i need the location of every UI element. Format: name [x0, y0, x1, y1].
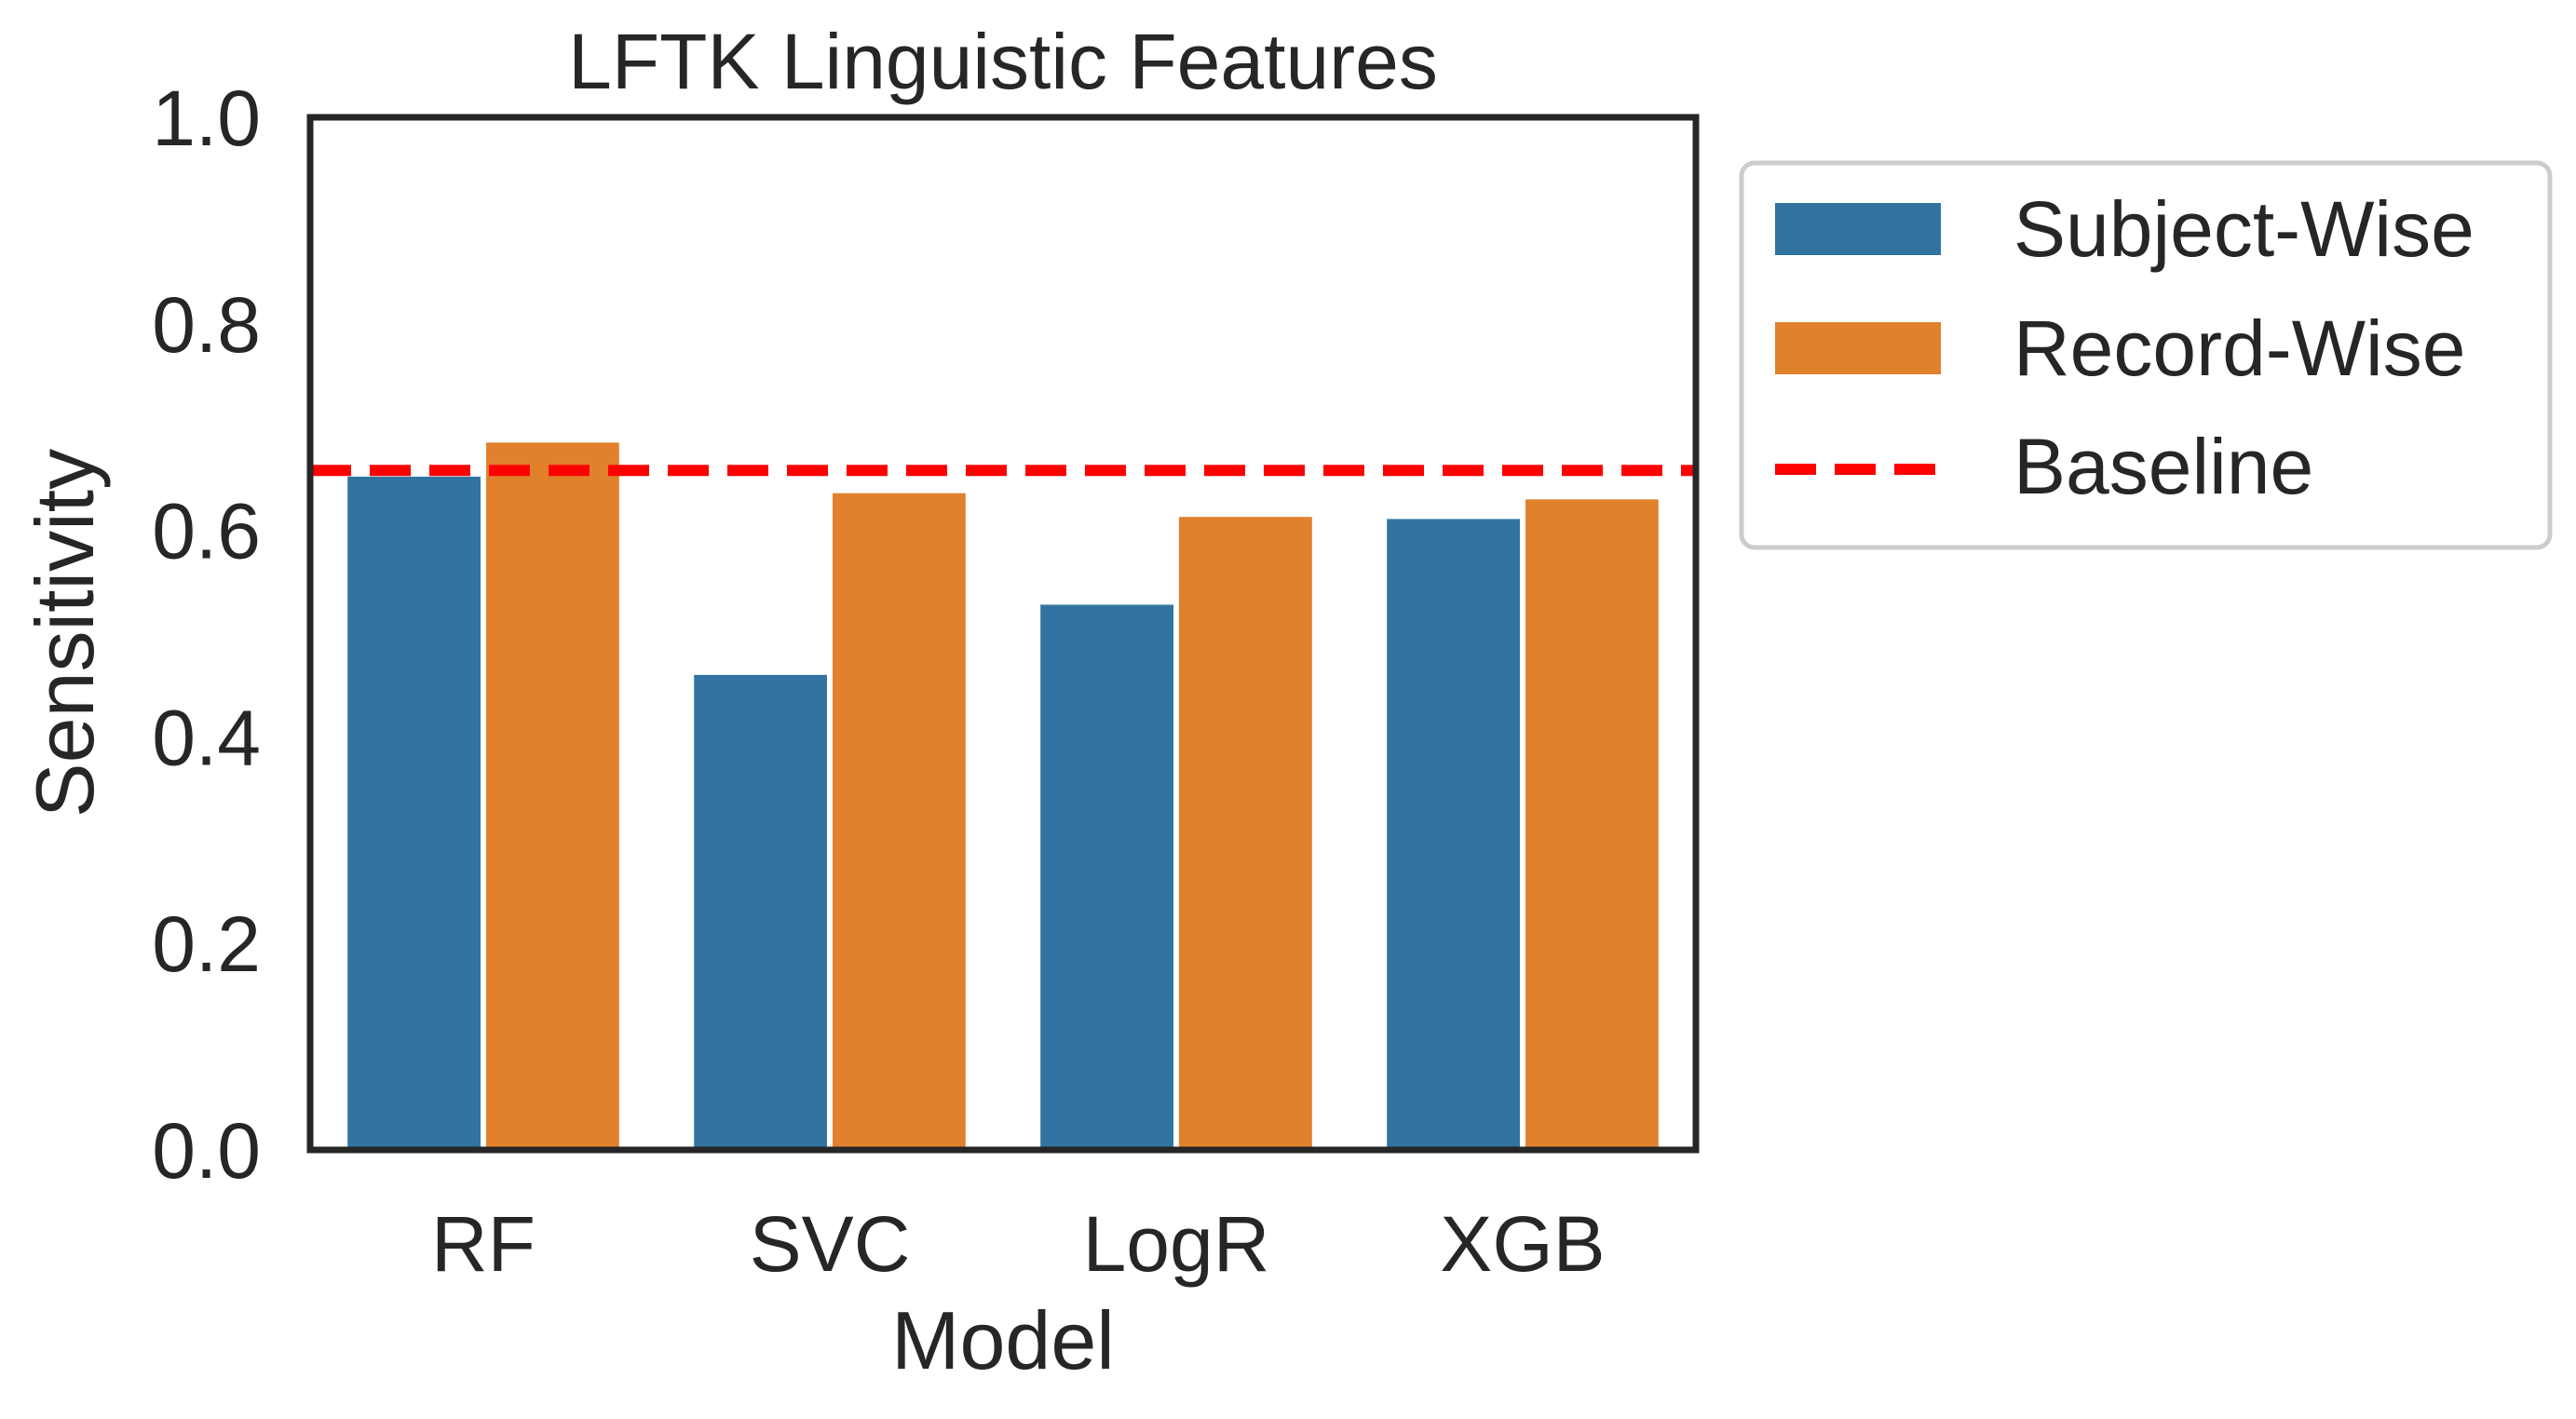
y-tick-label: 0.6: [152, 488, 261, 575]
legend-label-subject-wise: Subject-Wise: [2013, 185, 2474, 273]
chart-title: LFTK Linguistic Features: [568, 18, 1438, 105]
plot-frame: [306, 114, 1700, 1154]
bar-xgb-record-wise: [1525, 499, 1659, 1150]
legend-swatch-record-wise: [1775, 322, 1941, 374]
bar-rf-subject-wise: [347, 476, 481, 1150]
y-tick-label: 0.2: [152, 900, 261, 988]
bar-svc-subject-wise: [694, 674, 827, 1150]
x-tick-label-rf: RF: [431, 1200, 536, 1288]
y-tick-label: 0.0: [152, 1107, 261, 1195]
legend: Subject-Wise Record-Wise Baseline: [1739, 160, 2553, 550]
legend-swatch-subject-wise: [1775, 203, 1941, 255]
y-tick-label: 0.4: [152, 694, 261, 781]
y-tick-label: 0.8: [152, 281, 261, 369]
bar-logr-subject-wise: [1040, 604, 1173, 1150]
bar-logr-record-wise: [1179, 517, 1312, 1150]
bar-rf-record-wise: [486, 442, 619, 1151]
x-tick-label-xgb: XGB: [1440, 1200, 1605, 1288]
x-tick-label-svc: SVC: [750, 1200, 911, 1288]
x-axis-label: Model: [891, 1294, 1115, 1386]
x-tick-label-logr: LogR: [1083, 1200, 1270, 1288]
y-tick-label: 1.0: [152, 74, 261, 162]
legend-label-record-wise: Record-Wise: [2013, 304, 2465, 392]
legend-label-baseline: Baseline: [2013, 423, 2313, 510]
y-axis-label: Sensitivity: [19, 449, 111, 818]
y-axis: 0.0 0.2 0.4 0.6 0.8 1.0: [152, 74, 261, 1195]
bar-xgb-subject-wise: [1387, 519, 1520, 1150]
legend-frame: [1739, 160, 2553, 550]
bars-layer: [347, 442, 1659, 1151]
bar-svc-record-wise: [833, 493, 966, 1150]
x-axis: RF SVC LogR XGB: [431, 1200, 1606, 1288]
